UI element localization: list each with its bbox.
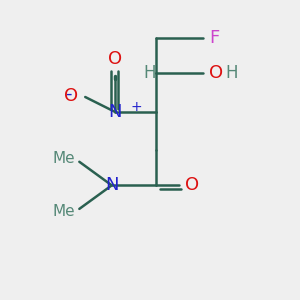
Text: N: N	[108, 103, 122, 121]
Text: O: O	[64, 86, 78, 104]
Text: +: +	[131, 100, 142, 114]
Text: O: O	[185, 176, 200, 194]
Text: -: -	[65, 85, 72, 103]
Text: O: O	[108, 50, 122, 68]
Text: H: H	[143, 64, 156, 82]
Text: Me: Me	[52, 204, 75, 219]
Text: Me: Me	[52, 151, 75, 166]
Text: N: N	[105, 176, 119, 194]
Text: F: F	[209, 29, 219, 47]
Text: H: H	[225, 64, 238, 82]
Text: O: O	[209, 64, 223, 82]
